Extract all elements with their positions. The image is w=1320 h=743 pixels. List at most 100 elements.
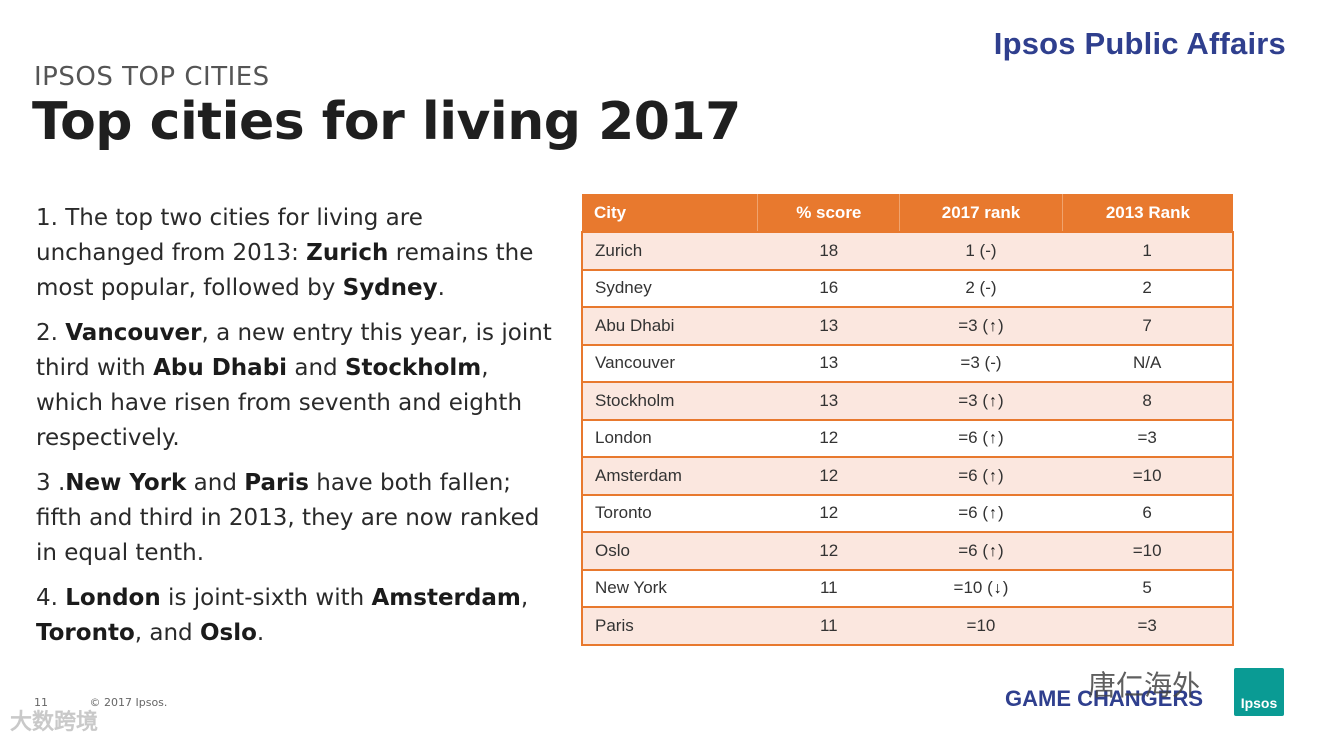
watermark-right: 唐仁海外 — [1088, 669, 1201, 702]
cell-2013-rank-text: =3 — [1137, 428, 1157, 448]
cell-2017-rank-text: 2 (-) — [965, 278, 997, 298]
cell-score-text: 12 — [819, 503, 839, 523]
cell-2013-rank-text: 7 — [1142, 315, 1152, 335]
rank-change: (↑) — [977, 315, 1004, 335]
cell-2017-rank-text: =10 — [953, 578, 983, 598]
highlighted-city: New York — [65, 470, 187, 496]
table-row: Stockholm 13 =3 (↑) 8 — [581, 381, 1234, 421]
cell-2017-rank-text: =6 — [958, 540, 978, 560]
highlighted-city: Sydney — [342, 275, 438, 301]
cell-score: 13 — [757, 343, 900, 383]
cell-city: Paris — [581, 606, 758, 646]
table-row: Oslo 12 =6 (↑) =10 — [581, 531, 1234, 571]
text-run: and — [186, 470, 245, 496]
summary-paragraph: 3 .New York and Paris have both fallen; … — [36, 466, 556, 571]
table-header-row: City % score 2017 rank 2013 Rank — [582, 194, 1233, 232]
cell-2013-rank: =3 — [1062, 418, 1234, 458]
cell-2013-rank: 8 — [1062, 381, 1234, 421]
cell-2013-rank-text: =10 — [1132, 540, 1162, 560]
highlighted-city: Paris — [244, 470, 309, 496]
cell-score-text: 13 — [819, 390, 839, 410]
cell-2017-rank: =3 (-) — [899, 343, 1063, 383]
header-score: % score — [757, 194, 901, 232]
cell-city: Zurich — [581, 231, 758, 271]
page-number: 11 — [34, 696, 48, 709]
header-2017-rank: 2017 rank — [899, 194, 1063, 232]
cell-city: Amsterdam — [581, 456, 758, 496]
cell-2017-rank-text: =3 — [958, 315, 978, 335]
cell-score-text: 11 — [819, 615, 838, 635]
cell-city-text: Vancouver — [595, 353, 676, 373]
arrow-up-icon: ↑ — [989, 505, 998, 523]
cell-score: 12 — [757, 456, 900, 496]
cell-city-text: Stockholm — [595, 390, 675, 410]
footer-left: 11 © 2017 Ipsos. — [34, 696, 205, 709]
cell-city: New York — [581, 568, 758, 608]
text-run: , which have risen from seventh and eigh… — [36, 355, 523, 451]
table-row: Toronto 12 =6 (↑) 6 — [581, 493, 1234, 533]
cell-score: 11 — [757, 568, 900, 608]
table-row: Zurich 18 1 (-) 1 — [581, 231, 1234, 271]
cell-score: 12 — [757, 418, 900, 458]
cell-2013-rank: =3 — [1062, 606, 1234, 646]
brand-title: Ipsos Public Affairs — [993, 26, 1286, 61]
cell-city: Vancouver — [581, 343, 758, 383]
text-run: , a new entry this year, is joint third … — [36, 320, 552, 381]
arrow-up-icon: ↑ — [989, 392, 998, 410]
table-row: Paris 11 =10 =3 — [581, 606, 1234, 646]
arrow-up-icon: ↑ — [989, 542, 998, 560]
cell-2013-rank-text: 6 — [1142, 503, 1152, 523]
cell-2013-rank: 1 — [1062, 231, 1234, 271]
cell-city-text: New York — [595, 578, 667, 598]
text-run: 1. The top two cities for living are unc… — [36, 205, 423, 266]
cell-2013-rank-text: 5 — [1142, 578, 1152, 598]
arrow-up-icon: ↑ — [989, 317, 998, 335]
cell-2017-rank: 2 (-) — [899, 268, 1063, 308]
header-2013-rank: 2013 Rank — [1062, 194, 1233, 232]
cell-2013-rank: 7 — [1062, 306, 1234, 346]
text-run: 4. — [36, 585, 66, 611]
cell-city-text: Sydney — [595, 278, 652, 298]
ipsos-logo: Ipsos — [1234, 668, 1284, 716]
text-run: is joint-sixth with — [160, 585, 372, 611]
cell-city: Abu Dhabi — [581, 306, 758, 346]
highlighted-city: Abu Dhabi — [153, 355, 288, 381]
cell-2013-rank: =10 — [1062, 456, 1234, 496]
cell-2017-rank: =6 (↑) — [899, 531, 1063, 571]
cell-2013-rank: 2 — [1062, 268, 1234, 308]
summary-paragraph: 1. The top two cities for living are unc… — [36, 201, 556, 306]
cell-2017-rank-text: =6 — [958, 428, 978, 448]
cell-2017-rank-text: =3 (-) — [960, 353, 1002, 373]
cell-city-text: Zurich — [595, 240, 643, 260]
cell-2013-rank-text: N/A — [1132, 353, 1162, 373]
cell-score-text: 18 — [819, 240, 839, 260]
cell-2017-rank: =6 (↑) — [899, 418, 1063, 458]
arrow-up-icon: ↑ — [989, 467, 998, 485]
highlighted-city: London — [65, 585, 161, 611]
table-row: Vancouver 13 =3 (-) N/A — [581, 343, 1234, 383]
page-kicker: IPSOS TOP CITIES — [34, 62, 270, 92]
cell-score: 18 — [757, 231, 900, 271]
cell-2017-rank: =6 (↑) — [899, 493, 1063, 533]
rank-change: (↑) — [977, 428, 1004, 448]
cell-score: 16 — [757, 268, 900, 308]
cell-2017-rank: =6 (↑) — [899, 456, 1063, 496]
arrow-up-icon: ↑ — [989, 430, 998, 448]
rank-change: (↑) — [977, 465, 1004, 485]
cell-city: Oslo — [581, 531, 758, 571]
highlighted-city: Vancouver — [65, 320, 202, 346]
cell-score-text: 12 — [819, 428, 839, 448]
cell-city-text: Amsterdam — [595, 465, 682, 485]
cell-score-text: 12 — [819, 540, 839, 560]
text-run: , and — [134, 620, 200, 646]
cell-city: Stockholm — [581, 381, 758, 421]
cell-city-text: Oslo — [595, 540, 630, 560]
cell-score: 11 — [757, 606, 900, 646]
table-row: Amsterdam 12 =6 (↑) =10 — [581, 456, 1234, 496]
rank-change: (↑) — [977, 540, 1004, 560]
text-run: 3 . — [36, 470, 66, 496]
highlighted-city: Toronto — [36, 620, 135, 646]
cell-city-text: Paris — [595, 615, 634, 635]
cell-score: 13 — [757, 306, 900, 346]
table-row: London 12 =6 (↑) =3 — [581, 418, 1234, 458]
